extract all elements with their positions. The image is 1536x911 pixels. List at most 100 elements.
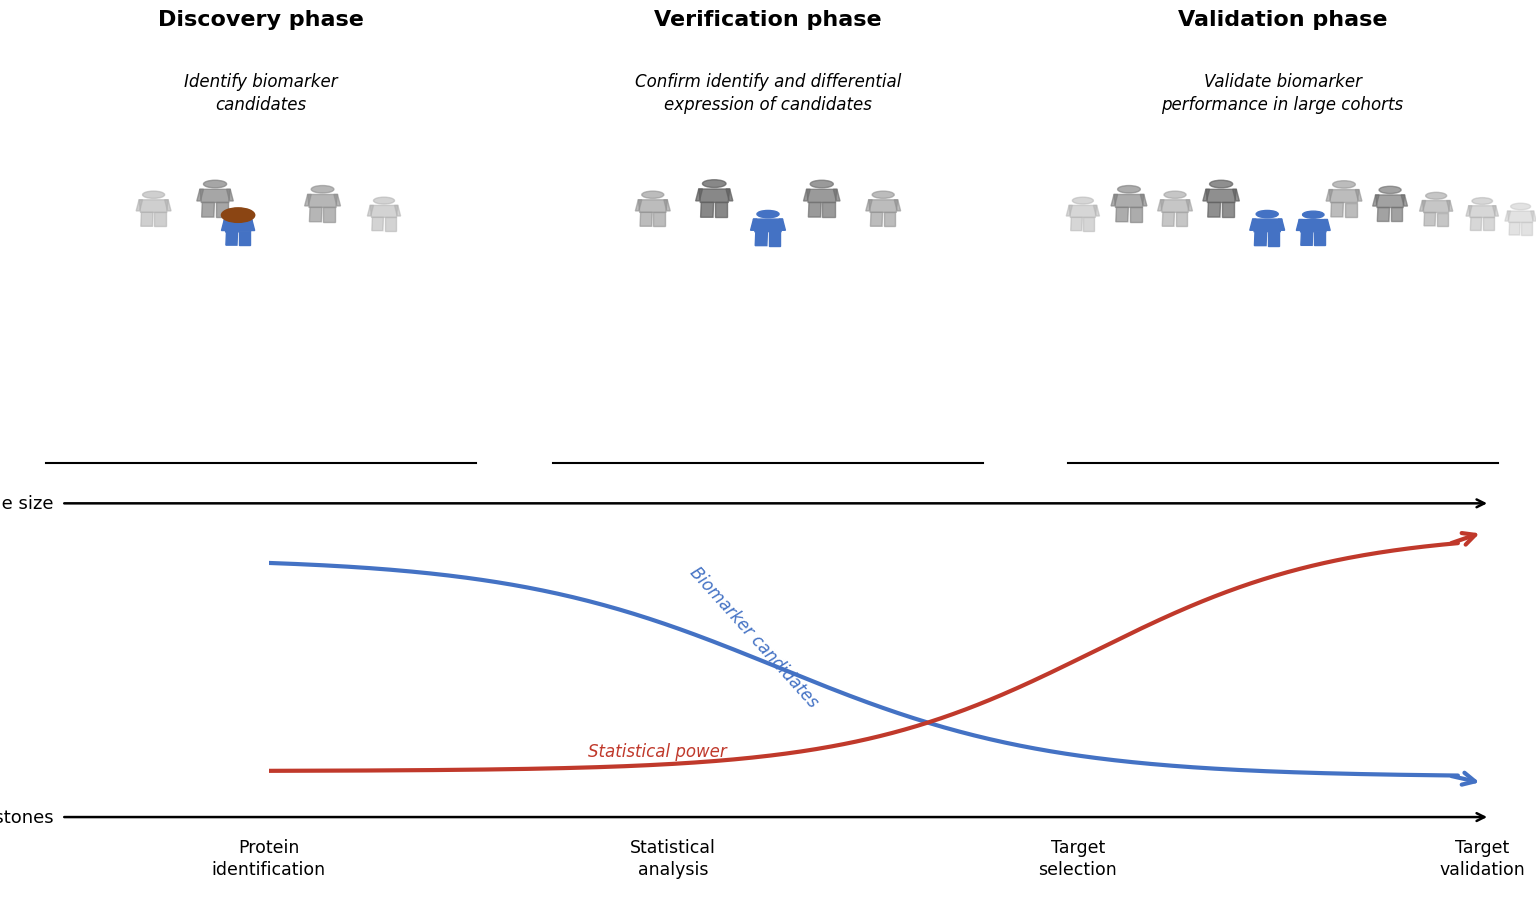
Polygon shape <box>154 213 166 227</box>
Polygon shape <box>226 232 238 246</box>
Polygon shape <box>1163 213 1175 227</box>
Polygon shape <box>1186 200 1192 211</box>
Polygon shape <box>803 190 809 201</box>
Ellipse shape <box>221 209 255 223</box>
Polygon shape <box>1419 201 1425 212</box>
Polygon shape <box>1267 232 1279 246</box>
Text: Project milestones: Project milestones <box>0 808 54 826</box>
Polygon shape <box>1115 208 1129 222</box>
Polygon shape <box>372 218 384 231</box>
Ellipse shape <box>1209 181 1233 189</box>
Polygon shape <box>1233 190 1240 201</box>
Polygon shape <box>1207 203 1221 218</box>
Ellipse shape <box>143 192 164 200</box>
Polygon shape <box>1401 196 1407 207</box>
Polygon shape <box>221 220 227 231</box>
Polygon shape <box>307 195 338 208</box>
Text: Discovery phase: Discovery phase <box>158 10 364 30</box>
Ellipse shape <box>312 187 333 194</box>
Polygon shape <box>227 190 233 201</box>
Ellipse shape <box>227 212 249 220</box>
Text: Statistical power: Statistical power <box>588 742 727 760</box>
Text: Verification phase: Verification phase <box>654 10 882 30</box>
Polygon shape <box>1530 211 1536 222</box>
Polygon shape <box>395 206 401 217</box>
Text: Identify biomarker
candidates: Identify biomarker candidates <box>184 73 338 114</box>
Ellipse shape <box>1118 187 1140 194</box>
Polygon shape <box>197 190 203 201</box>
Text: Statistical
analysis: Statistical analysis <box>630 838 716 878</box>
Polygon shape <box>756 232 768 246</box>
Polygon shape <box>140 200 167 213</box>
Ellipse shape <box>373 198 395 205</box>
Polygon shape <box>1175 213 1187 227</box>
Polygon shape <box>808 203 822 218</box>
Polygon shape <box>1390 209 1402 222</box>
Polygon shape <box>639 200 667 213</box>
Polygon shape <box>779 220 785 231</box>
Ellipse shape <box>1256 211 1278 219</box>
Polygon shape <box>1071 218 1083 231</box>
Polygon shape <box>309 208 323 222</box>
Ellipse shape <box>1379 187 1401 194</box>
Polygon shape <box>1468 207 1496 219</box>
Polygon shape <box>137 200 143 211</box>
Text: Validation phase: Validation phase <box>1178 10 1387 30</box>
Polygon shape <box>367 206 373 217</box>
Text: Target
selection: Target selection <box>1038 838 1117 878</box>
Polygon shape <box>201 203 215 218</box>
Ellipse shape <box>1303 212 1324 219</box>
Polygon shape <box>699 189 730 203</box>
Polygon shape <box>1140 195 1147 207</box>
Polygon shape <box>323 208 335 222</box>
Polygon shape <box>664 200 670 211</box>
Text: Biomarker candidates: Biomarker candidates <box>687 563 822 711</box>
Polygon shape <box>696 189 702 201</box>
Polygon shape <box>370 206 398 218</box>
Polygon shape <box>200 190 230 203</box>
Polygon shape <box>869 200 897 213</box>
Polygon shape <box>1330 203 1344 218</box>
Polygon shape <box>1493 207 1499 217</box>
Polygon shape <box>1465 207 1471 217</box>
Polygon shape <box>1129 208 1141 222</box>
Ellipse shape <box>872 192 894 200</box>
Polygon shape <box>834 190 840 201</box>
Polygon shape <box>871 213 883 227</box>
Polygon shape <box>822 203 834 218</box>
Polygon shape <box>1255 232 1267 246</box>
Polygon shape <box>1069 206 1097 218</box>
Polygon shape <box>653 213 665 227</box>
Polygon shape <box>1508 223 1521 236</box>
Polygon shape <box>1326 190 1333 202</box>
Ellipse shape <box>1164 192 1186 200</box>
Polygon shape <box>1324 220 1330 231</box>
Polygon shape <box>641 213 653 227</box>
Polygon shape <box>806 190 837 203</box>
Polygon shape <box>1521 223 1531 236</box>
Polygon shape <box>1203 190 1209 201</box>
Polygon shape <box>636 200 642 211</box>
Polygon shape <box>754 220 782 232</box>
Polygon shape <box>1376 196 1404 209</box>
Polygon shape <box>333 195 341 207</box>
Polygon shape <box>141 213 154 227</box>
Polygon shape <box>215 203 227 218</box>
Polygon shape <box>1344 203 1356 218</box>
Polygon shape <box>1296 220 1303 231</box>
Polygon shape <box>1066 206 1072 217</box>
Polygon shape <box>1083 218 1095 231</box>
Polygon shape <box>714 203 727 218</box>
Polygon shape <box>768 232 780 246</box>
Polygon shape <box>1482 219 1493 231</box>
Polygon shape <box>1313 232 1326 246</box>
Polygon shape <box>1158 200 1164 211</box>
Polygon shape <box>1094 206 1100 217</box>
Polygon shape <box>1505 211 1511 222</box>
Polygon shape <box>238 232 250 246</box>
Text: Protein
identification: Protein identification <box>212 838 326 878</box>
Polygon shape <box>1507 211 1534 223</box>
Polygon shape <box>1278 220 1284 231</box>
Polygon shape <box>1378 209 1390 222</box>
Polygon shape <box>384 218 396 231</box>
